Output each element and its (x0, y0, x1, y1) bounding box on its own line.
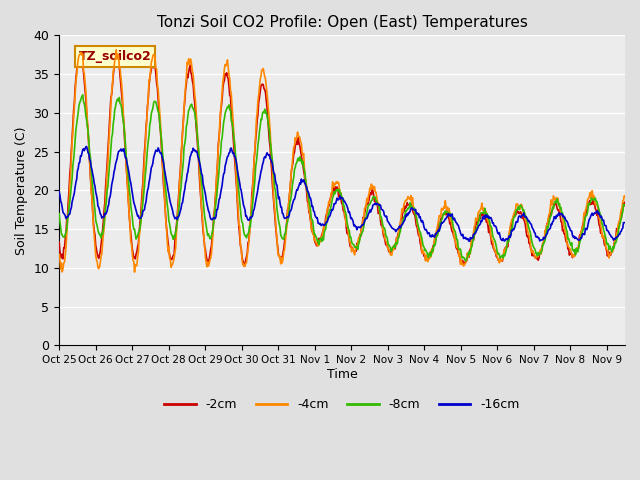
Legend: -2cm, -4cm, -8cm, -16cm: -2cm, -4cm, -8cm, -16cm (159, 394, 525, 417)
Y-axis label: Soil Temperature (C): Soil Temperature (C) (15, 126, 28, 254)
X-axis label: Time: Time (326, 368, 358, 381)
Text: TZ_soilco2: TZ_soilco2 (79, 50, 152, 63)
Title: Tonzi Soil CO2 Profile: Open (East) Temperatures: Tonzi Soil CO2 Profile: Open (East) Temp… (157, 15, 527, 30)
